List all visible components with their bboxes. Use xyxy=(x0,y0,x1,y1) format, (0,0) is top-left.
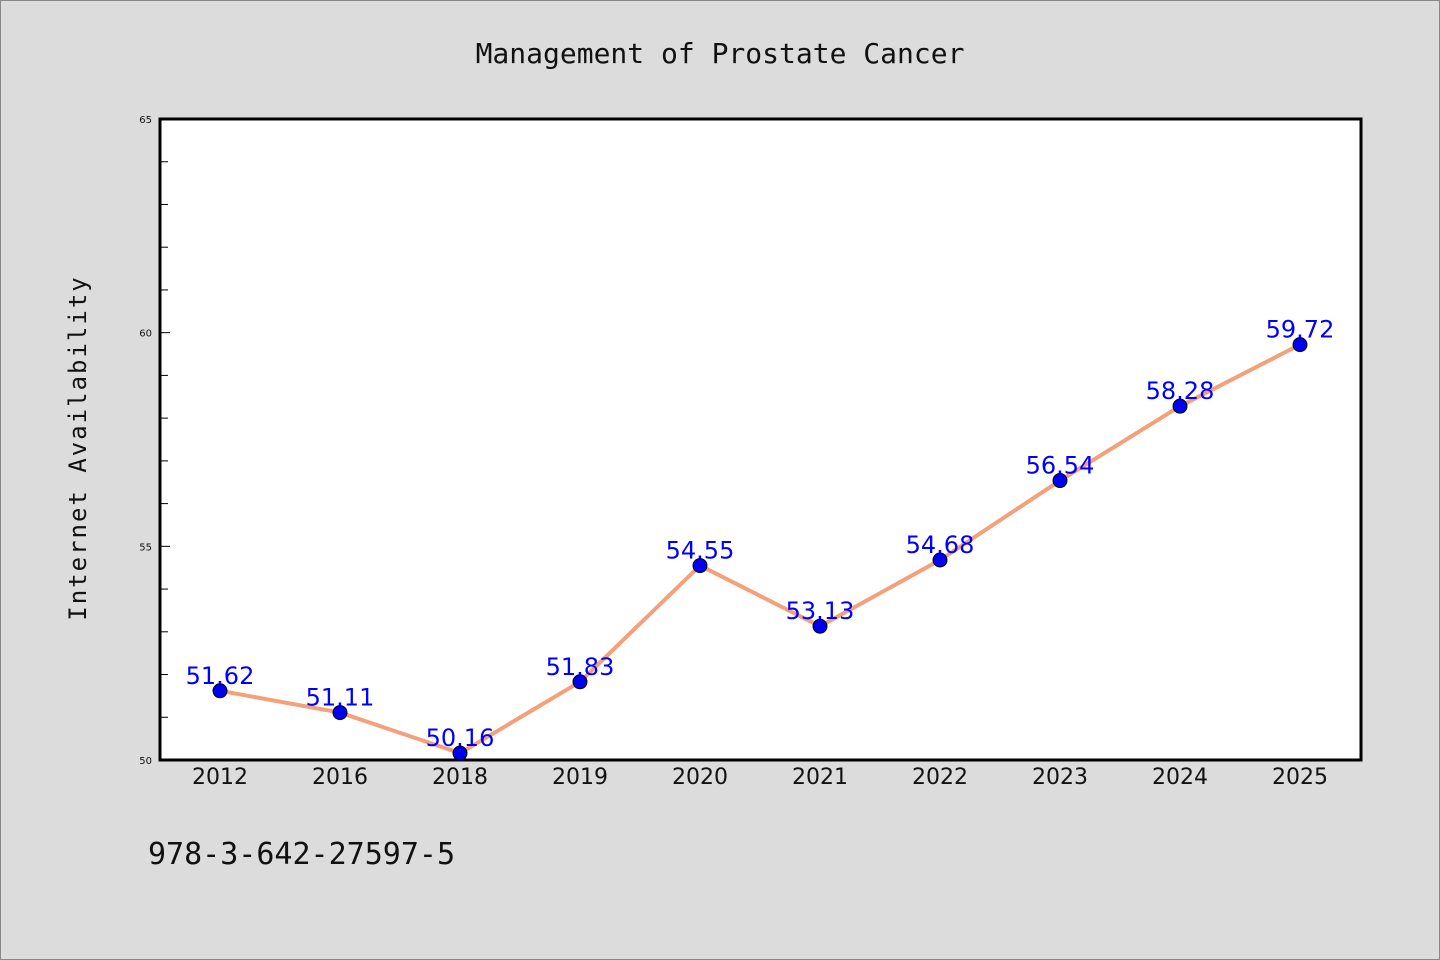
x-tick-label: 2018 xyxy=(432,765,488,790)
data-label: 59.72 xyxy=(1266,316,1335,344)
series-line xyxy=(219,342,1301,756)
x-tick-label: 2012 xyxy=(192,765,248,790)
data-label: 51.83 xyxy=(546,653,615,681)
data-label: 54.68 xyxy=(906,531,975,559)
x-tick-label: 2020 xyxy=(672,765,728,790)
x-tick-label: 2021 xyxy=(792,765,848,790)
data-label: 56.54 xyxy=(1026,452,1095,480)
x-tick-label: 2016 xyxy=(312,765,368,790)
y-tick-label: 50 xyxy=(139,756,152,767)
data-point xyxy=(692,558,708,574)
data-label: 51.11 xyxy=(306,684,375,712)
data-point xyxy=(452,745,468,761)
data-point xyxy=(572,674,588,690)
data-point xyxy=(932,552,948,568)
isbn-caption: 978-3-642-27597-5 xyxy=(148,837,455,872)
chart-title: Management of Prostate Cancer xyxy=(476,37,965,70)
data-point xyxy=(1292,337,1308,353)
data-point xyxy=(1052,473,1068,489)
data-point xyxy=(212,683,228,699)
x-tick-label: 2023 xyxy=(1032,765,1088,790)
x-tick-label: 2024 xyxy=(1152,765,1208,790)
data-label: 58.28 xyxy=(1146,377,1215,405)
y-axis: 50 55 60 65 xyxy=(139,115,170,767)
data-point xyxy=(332,705,348,721)
x-tick-label: 2022 xyxy=(912,765,968,790)
data-label: 50.16 xyxy=(426,724,495,752)
data-labels: 51.62 51.11 50.16 51.83 54.55 53.13 54.68 56.54… xyxy=(186,316,1335,753)
y-tick-label: 55 xyxy=(139,542,152,553)
x-tick-label: 2025 xyxy=(1272,765,1328,790)
plot-area xyxy=(158,117,1363,762)
y-tick-label: 60 xyxy=(139,329,152,340)
data-series xyxy=(212,337,1308,761)
data-point xyxy=(812,618,828,634)
x-tick-label: 2019 xyxy=(552,765,608,790)
data-label: 51.62 xyxy=(186,662,255,690)
x-axis: 2012 2016 2018 2019 2020 2021 2022 2023 2024 2025 xyxy=(192,765,1328,790)
y-axis-label: Internet Availability xyxy=(64,275,92,620)
data-label: 53.13 xyxy=(786,597,855,625)
y-tick-label: 65 xyxy=(139,115,152,126)
data-label: 54.55 xyxy=(666,537,735,565)
data-point xyxy=(1172,398,1188,414)
